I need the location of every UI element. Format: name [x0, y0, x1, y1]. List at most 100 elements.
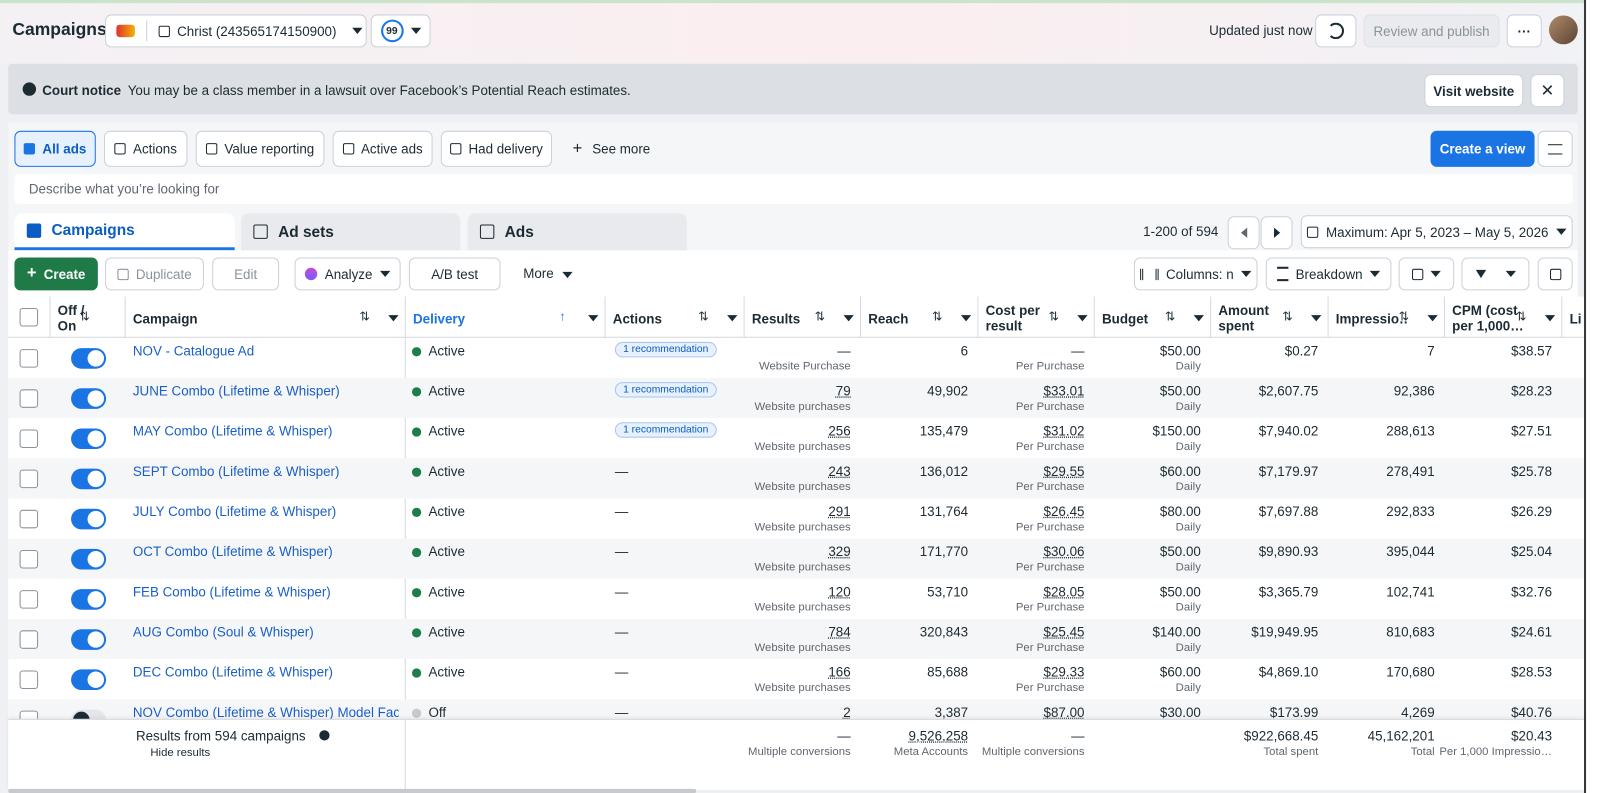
cell-cost-per-result[interactable]: $29.33 [1043, 664, 1085, 680]
more-menu[interactable]: More [523, 266, 573, 281]
campaign-name[interactable]: SEPT Combo (Lifetime & Whisper) [132, 463, 340, 479]
create-button[interactable]: + Create [14, 257, 98, 291]
column-header[interactable]: Cost per result [985, 302, 1040, 334]
column-menu[interactable] [388, 315, 399, 322]
actions[interactable]: 1 recommendation [614, 422, 717, 438]
filter-chip[interactable]: All ads [14, 130, 96, 167]
toggle[interactable] [71, 348, 107, 369]
cell-cost-per-result[interactable]: $33.01 [1043, 383, 1085, 399]
cell-cost-per-result[interactable]: $29.55 [1043, 463, 1085, 479]
row-checkbox[interactable] [19, 590, 39, 609]
cell-results[interactable]: 291 [828, 503, 851, 520]
toggle[interactable] [71, 468, 107, 490]
column-header[interactable]: Results [751, 310, 801, 326]
column-header[interactable]: Delivery [412, 310, 466, 326]
ab-test-button[interactable]: A/B test [408, 257, 501, 291]
info-icon[interactable] [319, 730, 330, 741]
column-header[interactable]: CPM (cost per 1,000… [1452, 302, 1524, 334]
column-header[interactable]: Amount spent [1218, 302, 1269, 334]
cell-results[interactable]: 243 [828, 463, 851, 479]
columns-button[interactable]: Columns: n [1133, 257, 1258, 291]
publish-button[interactable]: Review and publish [1363, 14, 1500, 48]
row-checkbox[interactable] [19, 389, 39, 408]
export-button[interactable] [1461, 257, 1530, 291]
sort-icon[interactable]: ⇅ [1398, 308, 1409, 324]
toggle[interactable] [71, 629, 107, 650]
row-checkbox[interactable] [19, 469, 39, 489]
score-selector[interactable]: 99 [370, 14, 431, 48]
toggle[interactable] [71, 548, 107, 570]
toggle[interactable] [71, 388, 107, 409]
campaign-name[interactable]: OCT Combo (Lifetime & Whisper) [132, 543, 333, 560]
cell-cost-per-result[interactable]: $28.05 [1043, 583, 1085, 600]
column-menu[interactable] [843, 315, 854, 322]
sort-icon[interactable]: ⇅ [79, 308, 90, 324]
column-menu[interactable] [1311, 315, 1322, 322]
toggle[interactable] [71, 508, 107, 530]
cell-results[interactable]: 79 [835, 383, 851, 399]
campaign-name[interactable]: DEC Combo (Lifetime & Whisper) [132, 664, 333, 680]
column-menu[interactable] [588, 315, 599, 322]
duplicate-button[interactable]: Duplicate [105, 257, 204, 291]
search-box[interactable]: Describe what you’re looking for [14, 174, 1573, 204]
level-tab[interactable]: Ads [467, 213, 687, 251]
filter-chip[interactable]: Value reporting [195, 130, 325, 167]
column-header[interactable]: Budget [1101, 310, 1149, 326]
column-header[interactable]: Impressio… [1335, 310, 1407, 326]
cell-results[interactable]: 329 [828, 543, 851, 560]
more-button[interactable]: ··· [1506, 14, 1542, 48]
cell-cost-per-result[interactable]: $31.02 [1043, 423, 1085, 439]
row-checkbox[interactable] [19, 349, 39, 368]
column-menu[interactable] [1077, 315, 1088, 322]
avatar[interactable] [1548, 15, 1578, 45]
sort-icon[interactable]: ⇅ [932, 308, 943, 324]
campaign-name[interactable]: MAY Combo (Lifetime & Whisper) [132, 423, 333, 439]
cell-results[interactable]: 2 [843, 704, 851, 720]
column-menu[interactable] [1427, 315, 1438, 322]
campaign-name[interactable]: JUNE Combo (Lifetime & Whisper) [132, 383, 340, 399]
row-checkbox[interactable] [19, 630, 39, 649]
breakdown-button[interactable]: Breakdown [1265, 257, 1392, 291]
column-header[interactable]: Li [1569, 310, 1582, 326]
sort-icon[interactable]: ⇅ [1516, 308, 1527, 324]
edit-button[interactable]: Edit [212, 257, 280, 291]
row-checkbox[interactable] [19, 429, 39, 449]
cell-results[interactable]: 120 [828, 583, 851, 600]
visit-website-button[interactable]: Visit website [1424, 74, 1524, 108]
column-header[interactable]: Reach [868, 310, 909, 326]
sort-icon[interactable]: ⇅ [1282, 308, 1293, 324]
row-checkbox[interactable] [19, 549, 39, 569]
campaign-name[interactable]: NOV - Catalogue Ad [132, 342, 255, 359]
filter-chip[interactable]: Had delivery [440, 130, 553, 167]
level-tab[interactable]: Campaigns [14, 213, 235, 251]
prev-page[interactable] [1227, 216, 1260, 250]
cell-cost-per-result[interactable]: $26.45 [1043, 503, 1085, 520]
campaign-name[interactable]: FEB Combo (Lifetime & Whisper) [132, 583, 331, 600]
create-view-button[interactable]: Create a view [1430, 130, 1535, 167]
toggle[interactable] [71, 589, 107, 610]
level-tab[interactable]: Ad sets [240, 213, 461, 251]
campaign-name[interactable]: JULY Combo (Lifetime & Whisper) [132, 503, 337, 520]
hide-results[interactable]: Hide results [150, 746, 211, 760]
actions[interactable]: 1 recommendation [614, 382, 717, 398]
chart-button[interactable] [1537, 257, 1573, 291]
column-menu[interactable] [1193, 315, 1204, 322]
sort-icon[interactable]: ⇅ [359, 308, 370, 324]
sort-icon[interactable]: ↑ [559, 308, 566, 324]
toggle[interactable] [71, 669, 107, 691]
column-header[interactable]: Off / On [57, 302, 85, 334]
sort-icon[interactable]: ⇅ [1048, 308, 1059, 324]
column-header[interactable]: Campaign [132, 310, 198, 326]
account-selector[interactable]: Christ (243565174150900) [105, 14, 367, 48]
row-checkbox[interactable] [19, 670, 39, 690]
cell-cost-per-result[interactable]: $30.06 [1043, 543, 1085, 560]
actions[interactable]: 1 recommendation [614, 341, 717, 358]
analyze-button[interactable]: Analyze [294, 257, 401, 291]
cell-results[interactable]: 256 [828, 423, 851, 439]
cell-results[interactable]: 166 [828, 664, 851, 680]
column-menu[interactable] [1544, 315, 1556, 322]
next-page[interactable] [1260, 216, 1293, 250]
settings-button[interactable] [1537, 130, 1573, 167]
sort-icon[interactable]: ⇅ [1164, 308, 1176, 324]
column-menu[interactable] [727, 315, 738, 322]
